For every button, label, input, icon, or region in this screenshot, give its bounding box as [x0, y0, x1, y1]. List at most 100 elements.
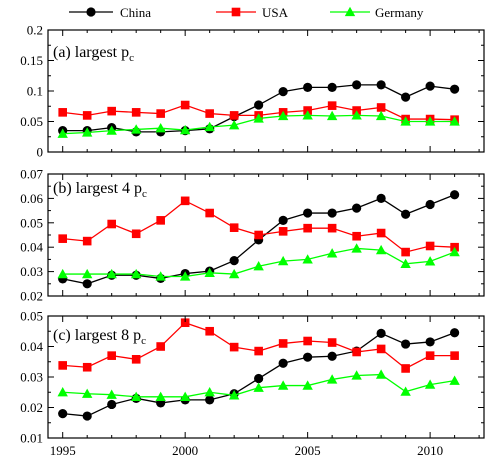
- data-point-usa: [205, 109, 214, 118]
- data-point-usa: [229, 342, 239, 352]
- data-point-usa: [156, 216, 165, 225]
- x-tick-label: 2000: [172, 443, 198, 456]
- data-point-china: [401, 92, 411, 102]
- legend-item-germany: Germany: [330, 5, 424, 20]
- data-point-germany: [449, 375, 460, 385]
- data-point-germany: [179, 124, 191, 135]
- data-point-usa: [58, 361, 67, 370]
- legend: China USA Germany: [69, 5, 424, 20]
- data-point-usa: [131, 108, 141, 117]
- data-point-germany: [277, 380, 289, 390]
- data-point-germany: [130, 268, 142, 279]
- data-point-germany: [253, 113, 264, 123]
- data-point-usa: [376, 344, 386, 354]
- y-tick-label: 0.01: [20, 431, 43, 446]
- data-point-usa: [278, 339, 288, 348]
- data-point-germany: [228, 119, 240, 130]
- panel-label: (b) largest 4 pc: [53, 180, 147, 200]
- data-point-china: [376, 328, 386, 338]
- data-point-china: [327, 82, 337, 92]
- data-point-germany: [81, 127, 93, 137]
- y-tick-label: 0.04: [20, 339, 43, 354]
- data-point-china: [82, 411, 92, 421]
- data-point-china: [352, 203, 362, 213]
- data-point-usa: [229, 111, 239, 120]
- data-point-china: [58, 409, 68, 419]
- legend-marker: [344, 6, 356, 17]
- data-point-germany: [179, 271, 191, 281]
- data-point-china: [278, 215, 288, 225]
- data-point-germany: [375, 244, 387, 255]
- data-point-usa: [254, 230, 263, 240]
- data-point-usa: [376, 103, 386, 112]
- data-point-china: [450, 328, 460, 338]
- data-point-germany: [302, 380, 313, 390]
- panel-a: 0 0.05 0.1 0.15 0.2 (a) largest pc: [20, 23, 485, 160]
- data-point-germany: [81, 388, 93, 398]
- panels: 00.050.10.150.2(a) largest pc 0.02 0.03 0.0…: [20, 23, 485, 456]
- data-point-usa: [205, 208, 214, 218]
- data-point-germany: [228, 268, 240, 279]
- legend-label: USA: [262, 5, 289, 20]
- data-point-germany: [400, 258, 411, 268]
- data-point-china: [327, 208, 337, 218]
- data-point-germany: [302, 254, 313, 264]
- data-point-usa: [303, 336, 312, 346]
- data-point-germany: [400, 386, 411, 396]
- panel-c: 0.01 0.02 0.03 0.04 0.05 1995 2000 2005 2010 (c) …: [20, 309, 485, 456]
- data-point-germany: [57, 268, 68, 279]
- data-point-germany: [155, 271, 166, 281]
- data-point-germany: [351, 243, 362, 253]
- data-point-usa: [156, 109, 165, 118]
- data-point-usa: [254, 346, 263, 356]
- data-point-china: [450, 190, 460, 200]
- data-point-china: [107, 399, 117, 410]
- data-point-germany: [155, 391, 166, 401]
- data-point-china: [205, 395, 215, 405]
- y-tick-label: 0.15: [20, 53, 43, 68]
- data-point-usa: [327, 101, 337, 110]
- data-point-germany: [228, 390, 240, 400]
- data-point-china: [450, 84, 460, 94]
- data-point-china: [401, 339, 411, 349]
- data-point-usa: [401, 247, 410, 257]
- data-point-china: [352, 80, 362, 90]
- data-point-germany: [106, 125, 117, 135]
- data-point-china: [82, 279, 92, 289]
- data-point-usa: [58, 108, 67, 117]
- data-point-usa: [401, 364, 410, 373]
- data-point-usa: [229, 223, 239, 232]
- legend-item-usa: USA: [216, 5, 289, 20]
- panel-label-main: (a) largest p: [53, 44, 129, 61]
- data-point-usa: [352, 347, 361, 357]
- panel-label-subscript: c: [129, 52, 134, 64]
- panel-label-subscript: c: [141, 335, 146, 347]
- data-point-usa: [131, 355, 141, 364]
- data-point-china: [425, 337, 435, 347]
- data-point-usa: [278, 227, 288, 236]
- data-point-germany: [424, 116, 436, 126]
- data-point-germany: [204, 267, 215, 277]
- data-point-germany: [179, 391, 191, 401]
- data-point-china: [303, 82, 313, 92]
- data-point-usa: [205, 326, 214, 336]
- data-point-usa: [180, 318, 190, 328]
- data-point-china: [376, 193, 386, 203]
- legend-item-china: China: [69, 5, 151, 20]
- y-tick-label: 0.02: [20, 289, 43, 304]
- data-point-germany: [375, 110, 387, 121]
- y-tick-label: 0.03: [20, 264, 43, 279]
- data-point-germany: [449, 246, 460, 257]
- x-tick-label: 2005: [295, 443, 321, 456]
- legend-marker: [86, 7, 96, 17]
- data-point-germany: [326, 374, 338, 384]
- data-point-germany: [351, 110, 362, 120]
- data-point-china: [254, 100, 264, 110]
- data-point-usa: [425, 241, 435, 251]
- data-point-usa: [82, 111, 92, 120]
- legend-marker: [231, 7, 241, 17]
- y-tick-label: 0.06: [20, 191, 43, 206]
- data-point-usa: [180, 196, 190, 206]
- data-point-usa: [303, 223, 312, 233]
